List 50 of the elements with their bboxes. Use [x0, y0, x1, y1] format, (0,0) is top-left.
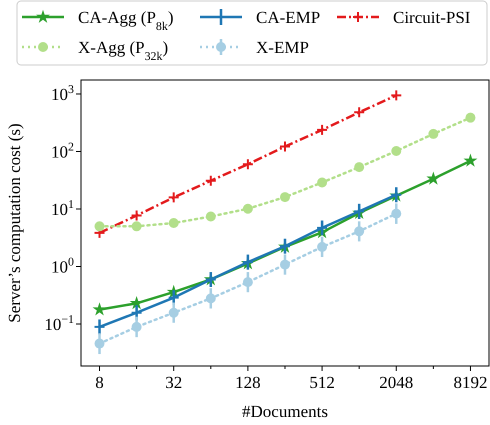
x-tick-label: 128 [235, 373, 261, 392]
point [391, 208, 402, 219]
point [94, 338, 105, 349]
point [280, 260, 290, 270]
legend-label: CA-EMP [256, 8, 320, 27]
point [317, 177, 328, 188]
point [391, 146, 402, 156]
y-tick-label: 10$^{2}$ [51, 139, 74, 162]
legend-label: X-Agg (P$_{32k}$) [78, 38, 168, 63]
point [206, 212, 216, 222]
point [168, 218, 179, 228]
point [206, 293, 216, 304]
point [168, 308, 179, 318]
legend-label: X-EMP [256, 38, 309, 57]
point [278, 140, 291, 153]
point [428, 128, 438, 139]
point [426, 171, 440, 185]
point [204, 174, 217, 187]
point [465, 112, 476, 123]
point [242, 204, 253, 214]
point [354, 226, 364, 236]
y-tick-label: 10$^{3}$ [51, 82, 74, 104]
point [132, 322, 142, 332]
point [94, 221, 105, 232]
point [390, 89, 402, 102]
x-tick-label: 8 [95, 373, 104, 392]
x-tick-label: 512 [309, 373, 335, 392]
x-tick-label: 32 [165, 373, 182, 392]
x-axis-title: #Documents [242, 402, 328, 421]
point [132, 221, 142, 232]
y-tick-label: 10$^{1}$ [51, 196, 74, 219]
point [242, 277, 253, 288]
point [354, 162, 364, 172]
point [316, 124, 328, 136]
legend-label: Circuit-PSI [393, 8, 471, 27]
y-axis-title: Server’s computation cost (s) [5, 123, 24, 323]
y-tick-label: 10$^{−1}$ [44, 312, 74, 334]
y-tick-label: 10$^{0}$ [51, 254, 74, 276]
point [168, 191, 180, 204]
point [464, 154, 478, 167]
legend-label: CA-Agg (P$_{8k}$) [78, 8, 174, 33]
point [242, 158, 254, 170]
point [316, 222, 328, 234]
point [353, 106, 366, 118]
x-tick-label: 8192 [453, 373, 488, 392]
point [317, 242, 328, 252]
point [280, 192, 290, 202]
point [130, 210, 143, 222]
point [92, 302, 106, 316]
x-tick-label: 2048 [379, 373, 414, 392]
